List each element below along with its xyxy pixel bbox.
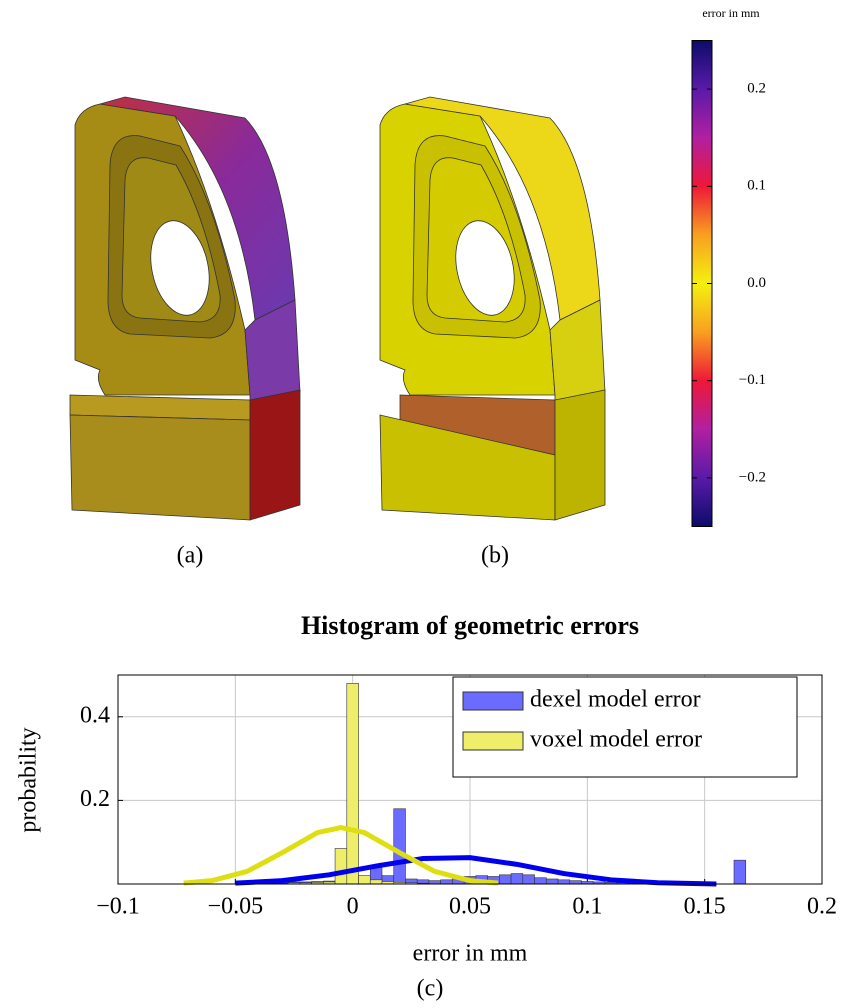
colorbar-tick-label: −0.2	[739, 469, 766, 485]
y-tick-label: 0.4	[80, 702, 110, 728]
chart-title: Histogram of geometric errors	[301, 611, 639, 640]
panel-label: (b)	[481, 543, 509, 569]
panel-label: (a)	[177, 543, 204, 569]
base-side	[555, 390, 605, 520]
x-axis-label: error in mm	[413, 941, 528, 967]
base-front	[70, 415, 250, 520]
x-tick-label: 0.2	[807, 894, 837, 920]
render-b	[380, 97, 605, 520]
colorbar-title: error in mm	[702, 6, 760, 20]
colorbar-tick-label: −0.1	[739, 372, 766, 388]
bar	[335, 848, 347, 884]
colorbar-tick-label: 0.2	[747, 81, 766, 97]
bar	[441, 880, 453, 884]
bar	[546, 879, 558, 884]
bar	[499, 875, 511, 884]
bar	[429, 881, 441, 884]
bar	[370, 880, 382, 884]
y-tick-label: 0.2	[80, 786, 110, 812]
figure: (a) (b) error in mm Histogram of geometr…	[0, 0, 859, 1008]
x-tick-label: 0.1	[572, 894, 602, 920]
legend-swatch	[463, 692, 523, 710]
x-tick-label: −0.05	[208, 894, 264, 920]
base-side	[250, 390, 300, 520]
side-face	[550, 300, 605, 400]
caption: (c)	[417, 976, 444, 1002]
bar	[511, 874, 523, 884]
side-face	[245, 300, 300, 400]
colorbar-tick-label: 0.1	[747, 178, 766, 194]
legend-label: dexel model error	[530, 687, 701, 713]
x-tick-label: 0.15	[684, 894, 726, 920]
colorbar-tick-label: 0.0	[747, 275, 766, 291]
x-tick-label: 0.05	[449, 894, 491, 920]
bar	[734, 860, 746, 884]
render-a	[70, 97, 300, 520]
bar	[558, 880, 570, 884]
bar	[359, 876, 371, 884]
legend-swatch	[463, 732, 523, 750]
x-tick-label: −0.1	[96, 894, 140, 920]
bar	[570, 881, 582, 884]
x-tick-label: 0	[347, 894, 359, 920]
bar	[394, 809, 406, 884]
y-axis-label: probability	[16, 727, 42, 832]
bar	[523, 875, 535, 884]
bar	[347, 683, 359, 884]
page: (a) (b) error in mm Histogram of geometr…	[0, 0, 859, 1008]
bar	[535, 878, 547, 884]
legend-label: voxel model error	[530, 727, 702, 753]
